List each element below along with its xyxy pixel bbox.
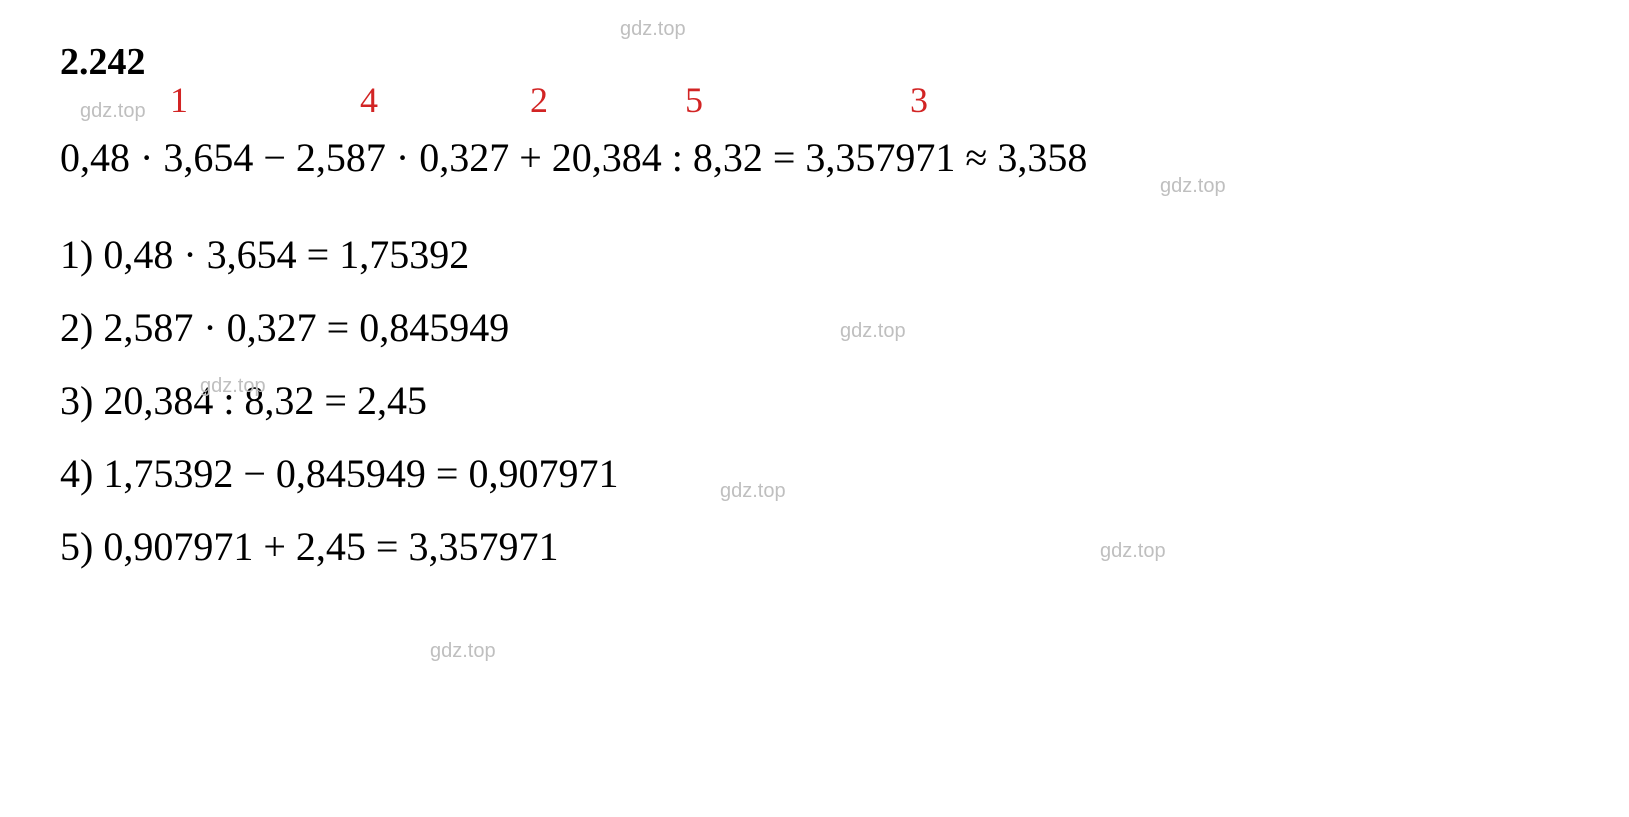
- order-number-4: 4: [360, 79, 378, 121]
- main-expression-container: 1 4 2 5 3 0,48 · 3,654 − 2,587 · 0,327 +…: [60, 134, 1569, 181]
- order-number-5: 5: [685, 79, 703, 121]
- main-expression-text: 0,48 · 3,654 − 2,587 · 0,327 + 20,384 : …: [60, 135, 1087, 180]
- step-1: 1) 0,48 · 3,654 = 1,75392: [60, 231, 1569, 278]
- order-number-1: 1: [170, 79, 188, 121]
- order-number-3: 3: [910, 79, 928, 121]
- step-2: 2) 2,587 · 0,327 = 0,845949: [60, 304, 1569, 351]
- watermark-below-step4: gdz.top: [430, 640, 496, 663]
- step-3: 3) 20,384 : 8,32 = 2,45: [60, 377, 1569, 424]
- watermark-top: gdz.top: [620, 18, 686, 41]
- step-4: 4) 1,75392 − 0,845949 = 0,907971: [60, 450, 1569, 497]
- step-5: 5) 0,907971 + 2,45 = 3,357971: [60, 523, 1569, 570]
- problem-number-heading: 2.242: [60, 40, 1569, 84]
- order-number-2: 2: [530, 79, 548, 121]
- steps-container: 1) 0,48 · 3,654 = 1,75392 2) 2,587 · 0,3…: [60, 231, 1569, 570]
- watermark-after-heading: gdz.top: [80, 100, 146, 123]
